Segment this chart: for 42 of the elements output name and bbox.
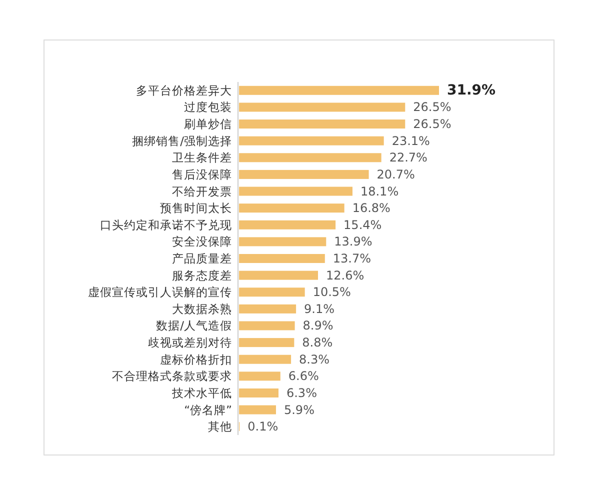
y-tick-label: 过度包装 — [184, 100, 232, 114]
data-label: 16.8% — [352, 201, 390, 216]
y-tick-label: 安全没保障 — [172, 234, 232, 249]
y-tick-label: 捆绑销售/强制选择 — [132, 134, 232, 148]
y-tick-label: 数据/人气造假 — [156, 318, 232, 333]
y-tick-label: 口头约定和承诺不予兑现 — [100, 218, 232, 232]
y-tick-label: 歧视或差别对待 — [148, 336, 232, 350]
data-label: 6.3% — [286, 386, 317, 400]
data-label: 8.9% — [302, 318, 334, 333]
data-label: 5.9% — [284, 402, 314, 417]
y-tick-label: 虚假宣传或引人误解的宣传 — [88, 285, 232, 300]
data-label: 0.1% — [248, 420, 278, 434]
y-tick-label: 刷单炒信 — [184, 117, 232, 132]
y-tick-label: 大数据杀熟 — [172, 302, 232, 316]
data-label: 6.6% — [288, 369, 319, 384]
data-label: 8.8% — [302, 336, 333, 350]
y-tick-label: 产品质量差 — [172, 252, 232, 266]
data-label: 31.9% — [447, 82, 496, 98]
data-label: 13.7% — [332, 252, 372, 266]
y-tick-label: 其他 — [208, 420, 232, 434]
y-tick-label: 不合理格式条款或要求 — [112, 369, 232, 384]
data-label: 26.5% — [413, 117, 452, 132]
data-label: 13.9% — [334, 234, 372, 249]
y-tick-label: 技术水平低 — [171, 386, 232, 400]
y-tick-label: 虚标价格折扣 — [160, 352, 232, 366]
data-label: 26.5% — [413, 100, 452, 114]
y-tick-label: 预售时间太长 — [160, 201, 232, 216]
data-label: 23.1% — [392, 134, 430, 148]
data-label: 12.6% — [326, 268, 364, 282]
y-tick-label: 多平台价格差异大 — [136, 83, 232, 98]
y-tick-label: 服务态度差 — [172, 268, 232, 282]
data-label: 15.4% — [344, 218, 382, 232]
y-tick-label: “傍名牌” — [184, 402, 232, 417]
data-label: 8.3% — [299, 352, 330, 366]
data-label: 20.7% — [376, 167, 415, 182]
data-label: 10.5% — [312, 285, 351, 300]
data-label: 9.1% — [304, 302, 335, 316]
data-label: 18.1% — [360, 184, 399, 198]
y-tick-label: 不给开发票 — [172, 184, 232, 198]
y-tick-label: 卫生条件差 — [172, 150, 232, 165]
y-tick-label: 售后没保障 — [172, 167, 232, 182]
data-label: 22.7% — [389, 150, 428, 165]
